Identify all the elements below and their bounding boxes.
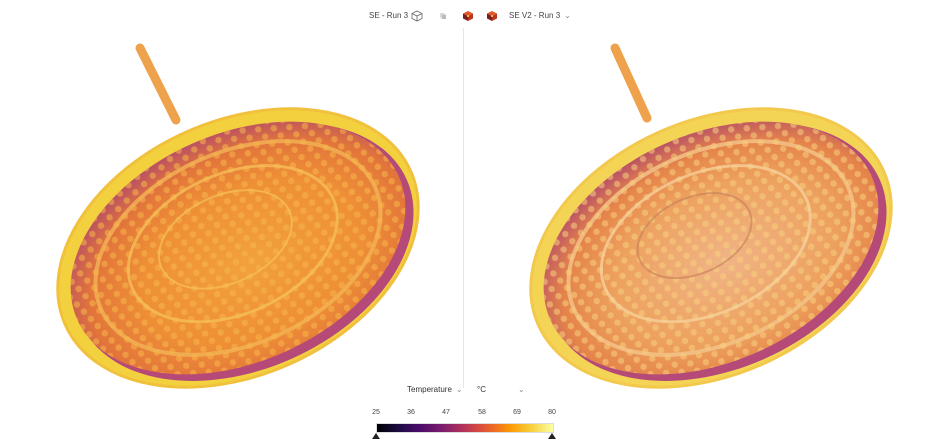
chevron-down-icon: ⌄	[564, 11, 571, 20]
chevron-down-icon: ⌄	[517, 385, 525, 394]
left-run-name: SE - Run 3	[369, 11, 409, 20]
unit-select[interactable]: °C ⌄	[477, 385, 525, 394]
legend-tick: 58	[478, 409, 486, 416]
legend-tick: 80	[548, 409, 556, 416]
cube-colored-icon[interactable]	[461, 9, 475, 23]
legend-colorbar	[376, 423, 554, 433]
left-viewport[interactable]	[0, 30, 463, 390]
viewport-divider[interactable]	[463, 28, 464, 388]
cube-faded-icon[interactable]	[436, 9, 450, 23]
field-select[interactable]: Temperature ⌄	[407, 385, 463, 394]
legend-tick: 25	[372, 409, 380, 416]
cube-colored-icon[interactable]	[485, 9, 499, 23]
chevron-down-icon: ⌄	[455, 385, 463, 394]
legend-tick: 47	[442, 409, 450, 416]
right-viewport[interactable]	[473, 30, 936, 390]
left-temperature-model	[56, 43, 420, 389]
legend-max-handle[interactable]	[548, 433, 556, 439]
field-value: Temperature	[407, 385, 452, 394]
legend-tick: 69	[513, 409, 521, 416]
right-temperature-model	[529, 43, 893, 389]
left-run-label[interactable]: SE - Run 3	[369, 11, 408, 20]
unit-value: °C	[477, 385, 486, 394]
comparison-toolbar: SE - Run 3 SE V2 - Run 3 ⌄	[0, 6, 936, 28]
legend-tick-labels: 25 36 47 58 69 80	[372, 408, 558, 418]
result-controls: Temperature ⌄ °C ⌄	[405, 385, 525, 399]
right-run-name: SE V2 - Run 3	[509, 11, 561, 20]
legend-min-handle[interactable]	[372, 433, 380, 439]
temperature-legend: 25 36 47 58 69 80	[372, 408, 558, 442]
legend-tick: 36	[407, 409, 415, 416]
right-run-selector[interactable]: SE V2 - Run 3 ⌄	[509, 11, 571, 20]
cube-outline-icon[interactable]	[410, 9, 424, 23]
